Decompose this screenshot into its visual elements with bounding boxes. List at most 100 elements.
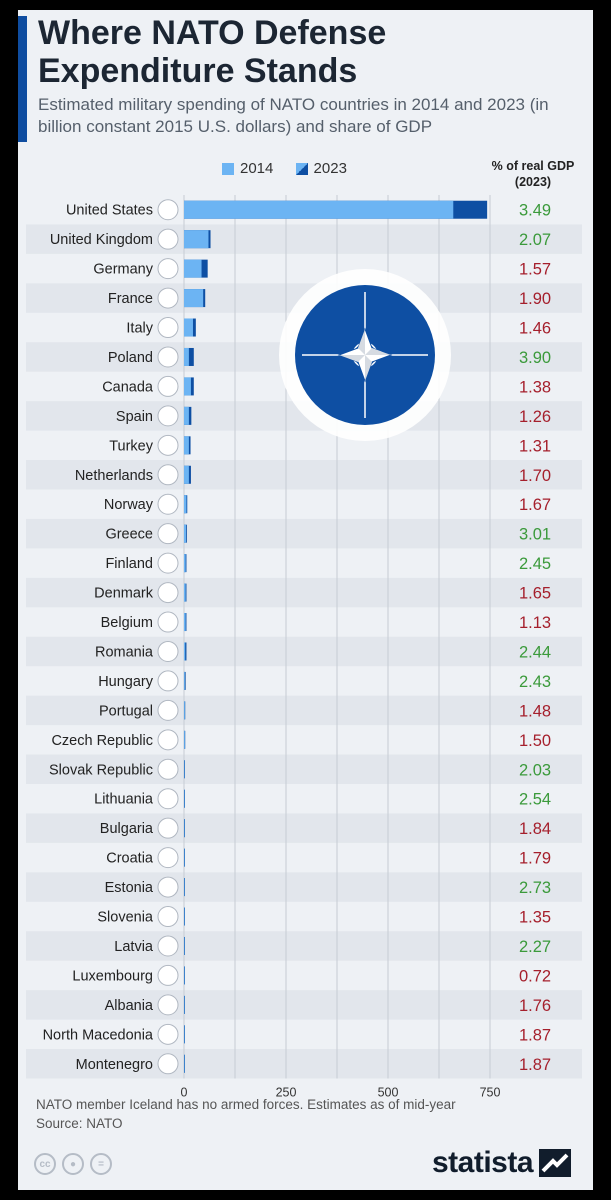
row-band [26, 990, 582, 1020]
gdp-share-value: 1.67 [519, 496, 551, 514]
gdp-share-value: 1.87 [519, 1056, 551, 1074]
gdp-share-value: 1.50 [519, 732, 551, 750]
bar-2014 [184, 613, 186, 632]
bar-2014 [184, 436, 189, 455]
gdp-share-value: 1.84 [519, 820, 551, 838]
cc-icon[interactable]: cc [34, 1153, 56, 1175]
row-band [26, 695, 582, 726]
bar-2014 [184, 966, 185, 985]
gdp-share-value: 2.73 [519, 879, 551, 897]
country-label: Bulgaria [100, 821, 154, 837]
legend-label-2023: 2023 [313, 160, 347, 177]
country-label: Slovak Republic [49, 762, 153, 778]
bar-2014 [184, 289, 204, 308]
gdp-share-value: 1.13 [519, 614, 551, 632]
row-band [26, 224, 582, 254]
gdp-share-value: 1.70 [519, 467, 551, 485]
country-label: France [108, 291, 153, 307]
bar-2014 [184, 1025, 185, 1044]
country-label: United Kingdom [50, 232, 153, 248]
nato-star-shade-e [365, 348, 391, 355]
gdp-share-value: 1.87 [519, 1026, 551, 1044]
denmark-flag-icon [157, 582, 179, 604]
title-accent-bar [18, 16, 27, 142]
country-label: Canada [102, 379, 154, 395]
gdp-column-header: % of real GDP (2023) [491, 159, 575, 189]
bar-2014 [184, 495, 187, 514]
bar-2014 [184, 701, 185, 720]
bar-2014 [184, 377, 191, 396]
bar-2014 [184, 347, 189, 366]
country-label: Belgium [101, 615, 153, 631]
netherlands-flag-icon [157, 464, 179, 486]
france-flag-icon [157, 287, 179, 309]
statista-logo[interactable]: statista [432, 1146, 572, 1180]
bar-2014 [184, 878, 185, 897]
bar-2014 [184, 936, 185, 955]
gdp-share-value: 2.45 [519, 555, 551, 573]
row-band [26, 1049, 582, 1079]
nato-star-shade-s [365, 355, 372, 381]
country-label: Hungary [98, 674, 154, 690]
row-band [26, 931, 582, 961]
country-label: Poland [108, 350, 153, 366]
country-label: Netherlands [75, 468, 153, 484]
bar-2014 [184, 465, 189, 484]
gdp-share-value: 1.57 [519, 261, 551, 279]
row-band [26, 754, 582, 784]
montenegro-flag-icon [157, 1053, 179, 1075]
bar-2014 [184, 671, 185, 690]
bar-2014 [184, 1054, 185, 1073]
gdp-share-value: 1.76 [519, 997, 551, 1015]
bar-2023 [184, 671, 186, 690]
turkey-flag-icon [157, 434, 179, 456]
bar-2014 [184, 995, 185, 1014]
bar-2014 [184, 642, 186, 661]
no-derivatives-icon[interactable]: = [90, 1153, 112, 1175]
gdp-share-value: 1.65 [519, 585, 551, 603]
greece-flag-icon [157, 523, 179, 545]
legend: 2014 2023 [222, 160, 365, 180]
country-label: Turkey [109, 438, 154, 454]
gdp-share-value: 1.38 [519, 378, 551, 396]
bar-2014 [184, 583, 186, 602]
row-band [26, 518, 582, 549]
bar-2014 [184, 259, 202, 278]
country-label: North Macedonia [43, 1027, 154, 1043]
gdp-share-value: 3.01 [519, 526, 551, 544]
country-label: Greece [105, 527, 153, 543]
country-label: Lithuania [94, 792, 154, 808]
gdp-share-value: 0.72 [519, 967, 551, 985]
slovenia-flag-icon [157, 906, 179, 928]
north-macedonia-flag-icon [157, 1023, 179, 1045]
nato-star-shade-n [358, 329, 365, 355]
country-label: Croatia [106, 851, 154, 867]
country-label: United States [66, 203, 153, 219]
bar-2014 [184, 554, 186, 573]
chart-title: Where NATO Defense Expenditure Stands [38, 14, 387, 90]
gdp-share-value: 1.26 [519, 408, 551, 426]
gdp-share-value: 3.49 [519, 202, 551, 220]
lithuania-flag-icon [157, 788, 179, 810]
nato-star-shade-w [339, 355, 365, 362]
attribution-icon[interactable]: ● [62, 1153, 84, 1175]
legend-item-2014: 2014 [222, 160, 273, 177]
poland-flag-icon [157, 346, 179, 368]
estonia-flag-icon [157, 876, 179, 898]
latvia-flag-icon [157, 935, 179, 957]
gdp-share-value: 1.35 [519, 909, 551, 927]
gdp-share-value: 1.48 [519, 702, 551, 720]
country-label: Norway [104, 497, 154, 513]
gdp-share-value: 1.46 [519, 320, 551, 338]
bar-2014 [184, 200, 454, 219]
brand-name: statista [432, 1146, 534, 1179]
country-label: Spain [116, 409, 153, 425]
chart-subtitle: Estimated military spending of NATO coun… [38, 95, 549, 136]
legend-swatch-2014 [222, 162, 234, 175]
bar-2014 [184, 789, 185, 808]
country-label: Slovenia [97, 910, 154, 926]
x-tick-label: 500 [378, 1086, 399, 1100]
x-tick-label: 250 [276, 1086, 297, 1100]
romania-flag-icon [157, 640, 179, 662]
source-note: Source: NATO [36, 1116, 123, 1131]
